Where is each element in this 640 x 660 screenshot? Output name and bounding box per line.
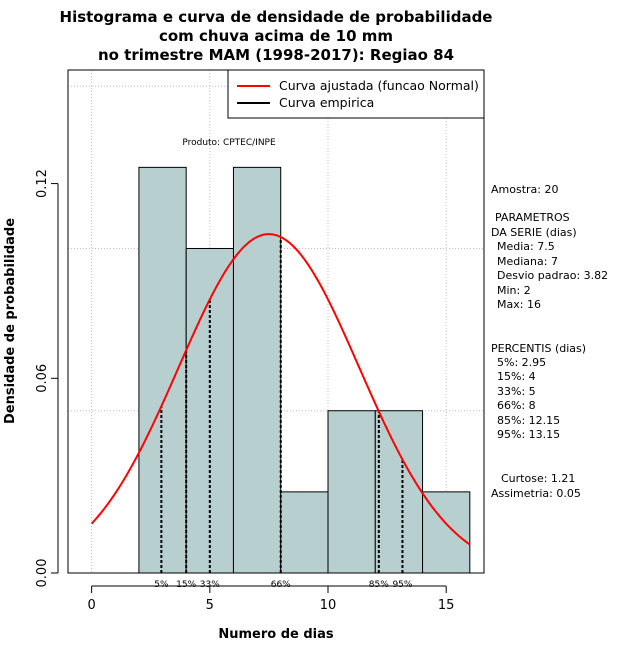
y-tick-label: 0.12 xyxy=(35,169,50,198)
x-tick-label: 0 xyxy=(87,598,95,613)
percentile-label: 66% xyxy=(271,580,291,590)
stat-p15: 15%: 4 xyxy=(497,370,536,383)
y-axis-label: Densidade de probabilidade xyxy=(3,218,18,424)
stat-amostra: Amostra: 20 xyxy=(491,183,558,196)
stat-param-title-1: PARAMETROS xyxy=(495,211,570,224)
stat-min: Min: 2 xyxy=(497,284,531,297)
percentile-label: 5% xyxy=(154,580,169,590)
x-tick-label: 5 xyxy=(206,598,214,613)
percentile-label: 85% xyxy=(369,580,389,590)
stats-panel: Amostra: 20 PARAMETROS DA SERIE (dias) M… xyxy=(491,183,608,500)
product-label: Produto: CPTEC/INPE xyxy=(182,138,276,148)
stat-p33: 33%: 5 xyxy=(497,385,536,398)
normal-curve-line xyxy=(90,233,471,546)
stat-p95: 95%: 13.15 xyxy=(497,428,560,441)
stat-param-title-2: DA SERIE (dias) xyxy=(491,226,577,239)
stat-curtose: Curtose: 1.21 xyxy=(501,472,575,485)
histogram-bar xyxy=(138,166,187,574)
percentile-label: 95% xyxy=(392,580,412,590)
legend-label-normal: Curva ajustada (funcao Normal) xyxy=(279,78,479,93)
y-tick-label: 0.00 xyxy=(35,559,50,588)
stat-max: Max: 16 xyxy=(497,298,541,311)
histogram-bar xyxy=(327,410,376,574)
histogram-bar xyxy=(232,166,282,574)
stat-p5: 5%: 2.95 xyxy=(497,356,546,369)
stat-p66: 66%: 8 xyxy=(497,399,536,412)
y-tick-label: 0.06 xyxy=(35,364,50,393)
legend: Curva ajustada (funcao Normal) Curva emp… xyxy=(227,69,485,119)
stat-p85: 85%: 12.15 xyxy=(497,414,560,427)
legend-label-empirical: Curva empirica xyxy=(279,95,374,110)
x-tick-label: 15 xyxy=(438,598,455,613)
chart-title-line-2: com chuva acima de 10 mm xyxy=(159,27,393,45)
histogram-bar xyxy=(374,410,424,574)
x-axis-label: Numero de dias xyxy=(218,627,334,642)
histogram-bar xyxy=(280,491,329,574)
percentile-label: 15% xyxy=(176,580,196,590)
stat-mediana: Mediana: 7 xyxy=(497,255,558,268)
stat-assimetria: Assimetria: 0.05 xyxy=(491,487,581,500)
percentile-label: 33% xyxy=(200,580,220,590)
legend-box xyxy=(227,69,485,119)
x-tick-label: 10 xyxy=(320,598,337,613)
histogram-bars xyxy=(138,166,471,574)
percentile-lines: 5% 15% 33% 66% 85% 95% xyxy=(154,236,413,590)
chart-title-line-1: Histograma e curva de densidade de proba… xyxy=(60,8,493,26)
stat-desvio: Desvio padrao: 3.82 xyxy=(497,269,608,282)
stat-media: Media: 7.5 xyxy=(497,240,555,253)
axes: 0 5 10 15 0.00 0.06 0.12 xyxy=(35,169,454,613)
chart-title-line-3: no trimestre MAM (1998-2017): Regiao 84 xyxy=(98,46,454,64)
stat-percentis-title: PERCENTIS (dias) xyxy=(491,342,586,355)
